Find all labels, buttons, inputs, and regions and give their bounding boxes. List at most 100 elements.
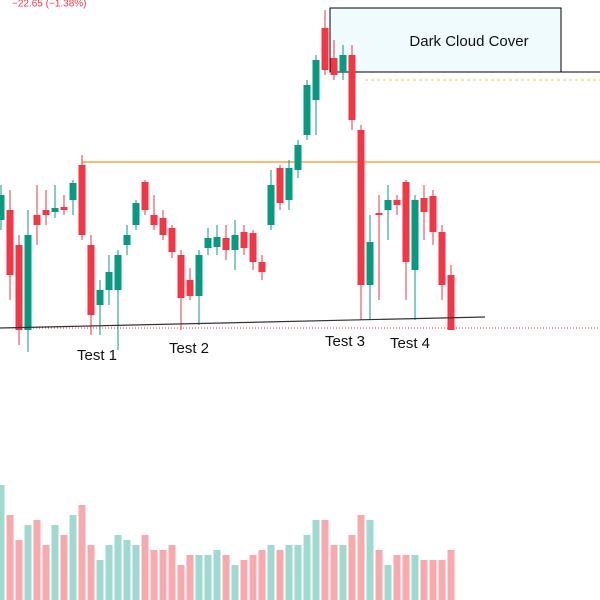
candle-body — [60, 207, 68, 210]
candle-body — [348, 55, 356, 120]
test-label: Test 3 — [325, 333, 365, 350]
volume-bar — [312, 520, 320, 600]
candle-body — [402, 182, 410, 262]
volume-bar — [123, 540, 131, 600]
volume-bar — [357, 515, 365, 600]
volume-bar — [132, 545, 140, 600]
trendline — [0, 316, 486, 329]
candle-body — [132, 203, 140, 225]
candle-body — [195, 255, 203, 296]
volume-bar — [195, 555, 203, 600]
candle-body — [438, 232, 446, 285]
volume-bar — [393, 555, 401, 600]
candle-body — [204, 238, 212, 248]
price-change: −22.65 (−1.38%) — [12, 0, 87, 10]
test-label: Test 1 — [77, 347, 117, 364]
volume-bar — [366, 520, 374, 600]
candle-body — [366, 242, 374, 285]
volume-bar — [384, 565, 392, 600]
candle-body — [429, 196, 437, 232]
candle-body — [177, 255, 185, 298]
candle-body — [285, 168, 293, 200]
candle-body — [276, 168, 284, 203]
test-label: Test 2 — [169, 340, 209, 357]
candle-body — [87, 245, 95, 315]
candle-body — [123, 235, 131, 245]
volume-bar — [285, 545, 293, 600]
volume-bar — [375, 550, 383, 600]
candle-body — [339, 55, 347, 72]
volume-bar — [114, 535, 122, 600]
volume-bar — [339, 545, 347, 600]
candle-body — [51, 208, 59, 212]
volume-bar — [168, 545, 176, 600]
candle-body — [213, 237, 221, 247]
volume-bar — [0, 485, 5, 600]
candle-body — [267, 185, 275, 225]
test-label: Test 4 — [390, 335, 430, 352]
candle-body — [168, 228, 176, 252]
candle-body — [69, 183, 77, 200]
candle-body — [411, 200, 419, 270]
candle-body — [393, 200, 401, 205]
candle-body — [222, 238, 230, 250]
candle-body — [15, 245, 23, 330]
volume-bar — [420, 560, 428, 600]
volume-bar — [222, 555, 230, 600]
candle-body — [447, 275, 455, 330]
volume-bar — [213, 550, 221, 600]
volume-bar — [321, 520, 329, 600]
volume-bar — [258, 550, 266, 600]
candle-body — [357, 130, 365, 285]
volume-bar — [51, 525, 59, 600]
volume-bar — [330, 545, 338, 600]
volume-bar — [267, 545, 275, 600]
volume-bar — [429, 560, 437, 600]
candle-body — [0, 195, 5, 220]
volume-bar — [294, 545, 302, 600]
candle-body — [24, 235, 32, 330]
volume-bar — [69, 515, 77, 600]
volume-bar — [348, 535, 356, 600]
candle-body — [186, 280, 194, 296]
volume-bar — [438, 560, 446, 600]
annotation-box — [329, 7, 562, 73]
volume-bar — [42, 545, 50, 600]
candle-body — [141, 182, 149, 210]
candle-body — [294, 145, 302, 170]
candle-body — [33, 215, 41, 225]
volume-bar — [231, 565, 239, 600]
volume-bar — [402, 555, 410, 600]
candle-body — [330, 58, 338, 75]
candle-body — [6, 210, 14, 275]
volume-bar — [105, 545, 113, 600]
volume-bar — [177, 565, 185, 600]
volume-bar — [87, 545, 95, 600]
candle-body — [240, 232, 248, 248]
volume-bar — [204, 555, 212, 600]
candle-body — [420, 198, 428, 212]
volume-bar — [150, 550, 158, 600]
volume-bar — [240, 560, 248, 600]
candle-body — [159, 218, 167, 235]
volume-bar — [15, 540, 23, 600]
volume-bar — [33, 520, 41, 600]
candle-body — [312, 60, 320, 100]
candle-body — [375, 213, 383, 215]
volume-bar — [186, 555, 194, 600]
volume-bar — [24, 525, 32, 600]
volume-bar — [159, 550, 167, 600]
volume-bar — [141, 535, 149, 600]
candle-body — [78, 165, 86, 235]
volume-bar — [411, 555, 419, 600]
candle-body — [249, 233, 257, 262]
volume-bar — [249, 555, 257, 600]
volume-bar — [276, 550, 284, 600]
candle-body — [231, 235, 239, 250]
candle-body — [114, 255, 122, 290]
volume-bar — [447, 550, 455, 600]
volume-bar — [96, 560, 104, 600]
candle-body — [258, 262, 266, 272]
candle-body — [321, 28, 329, 70]
